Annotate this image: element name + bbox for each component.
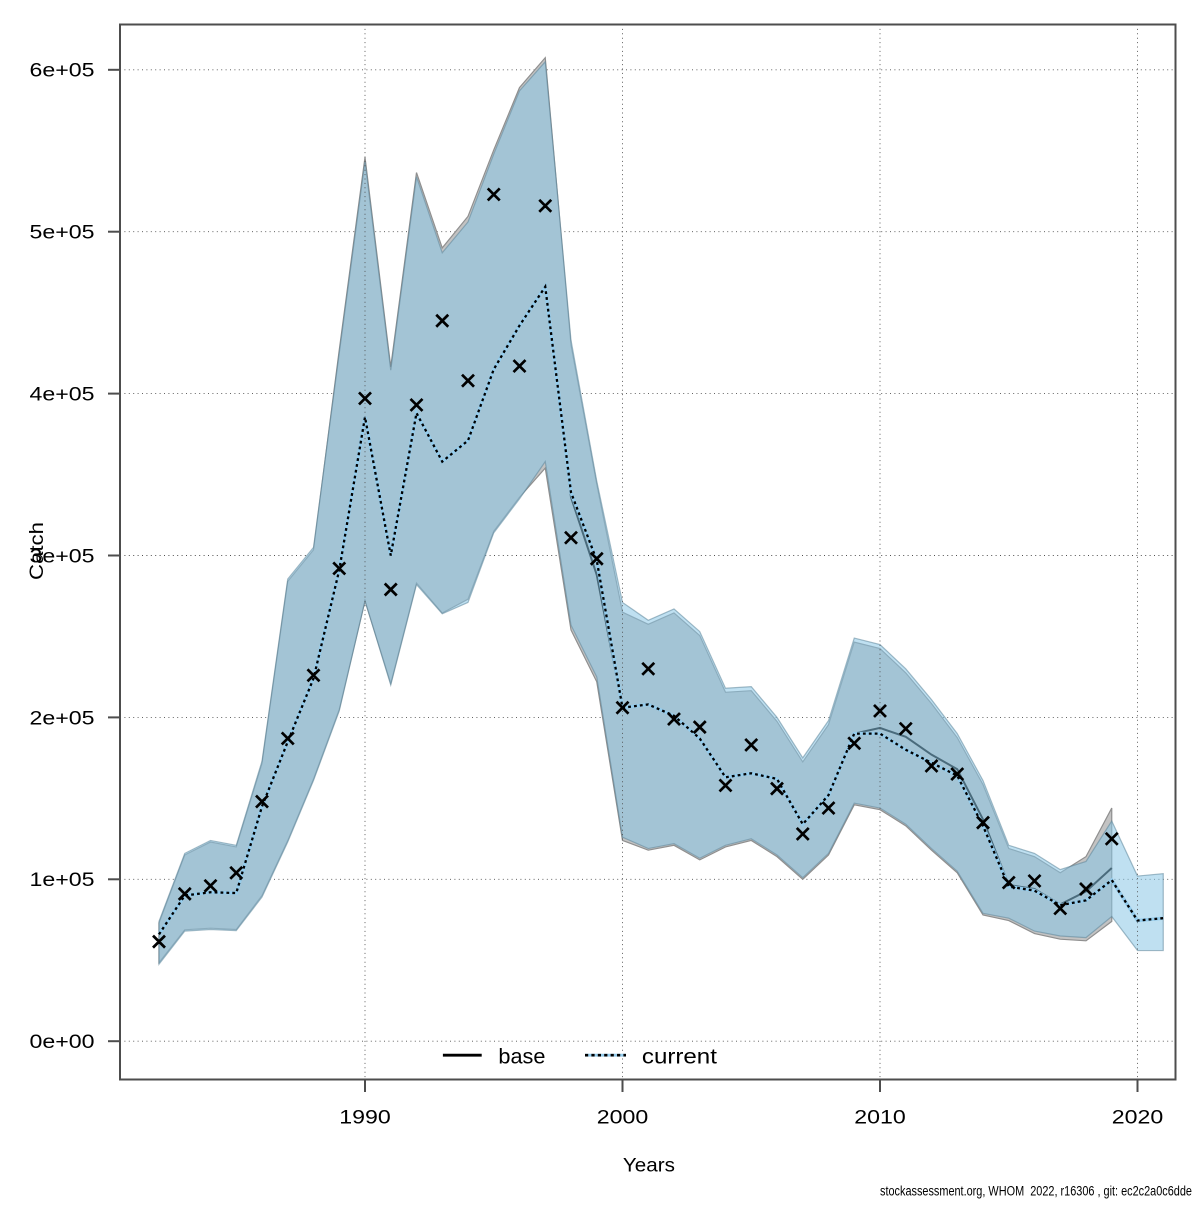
- svg-text:5e+05: 5e+05: [30, 223, 95, 244]
- svg-text:1990: 1990: [339, 1107, 391, 1128]
- svg-text:1e+05: 1e+05: [30, 870, 95, 891]
- svg-text:6e+05: 6e+05: [30, 61, 95, 82]
- svg-text:0e+00: 0e+00: [30, 1032, 95, 1053]
- svg-text:Catch: Catch: [26, 522, 48, 580]
- svg-text:2020: 2020: [1112, 1107, 1164, 1128]
- svg-text:4e+05: 4e+05: [30, 385, 95, 406]
- svg-text:base: base: [498, 1045, 545, 1068]
- svg-text:current: current: [642, 1045, 717, 1068]
- svg-text:stockassessment.org, WHOM 202: stockassessment.org, WHOM 2022, r16306 ,…: [880, 1184, 1192, 1199]
- svg-text:2e+05: 2e+05: [30, 708, 95, 729]
- svg-text:3e+05: 3e+05: [30, 546, 95, 567]
- svg-text:Years: Years: [623, 1154, 675, 1176]
- svg-text:2010: 2010: [854, 1107, 906, 1128]
- svg-text:2000: 2000: [597, 1107, 649, 1128]
